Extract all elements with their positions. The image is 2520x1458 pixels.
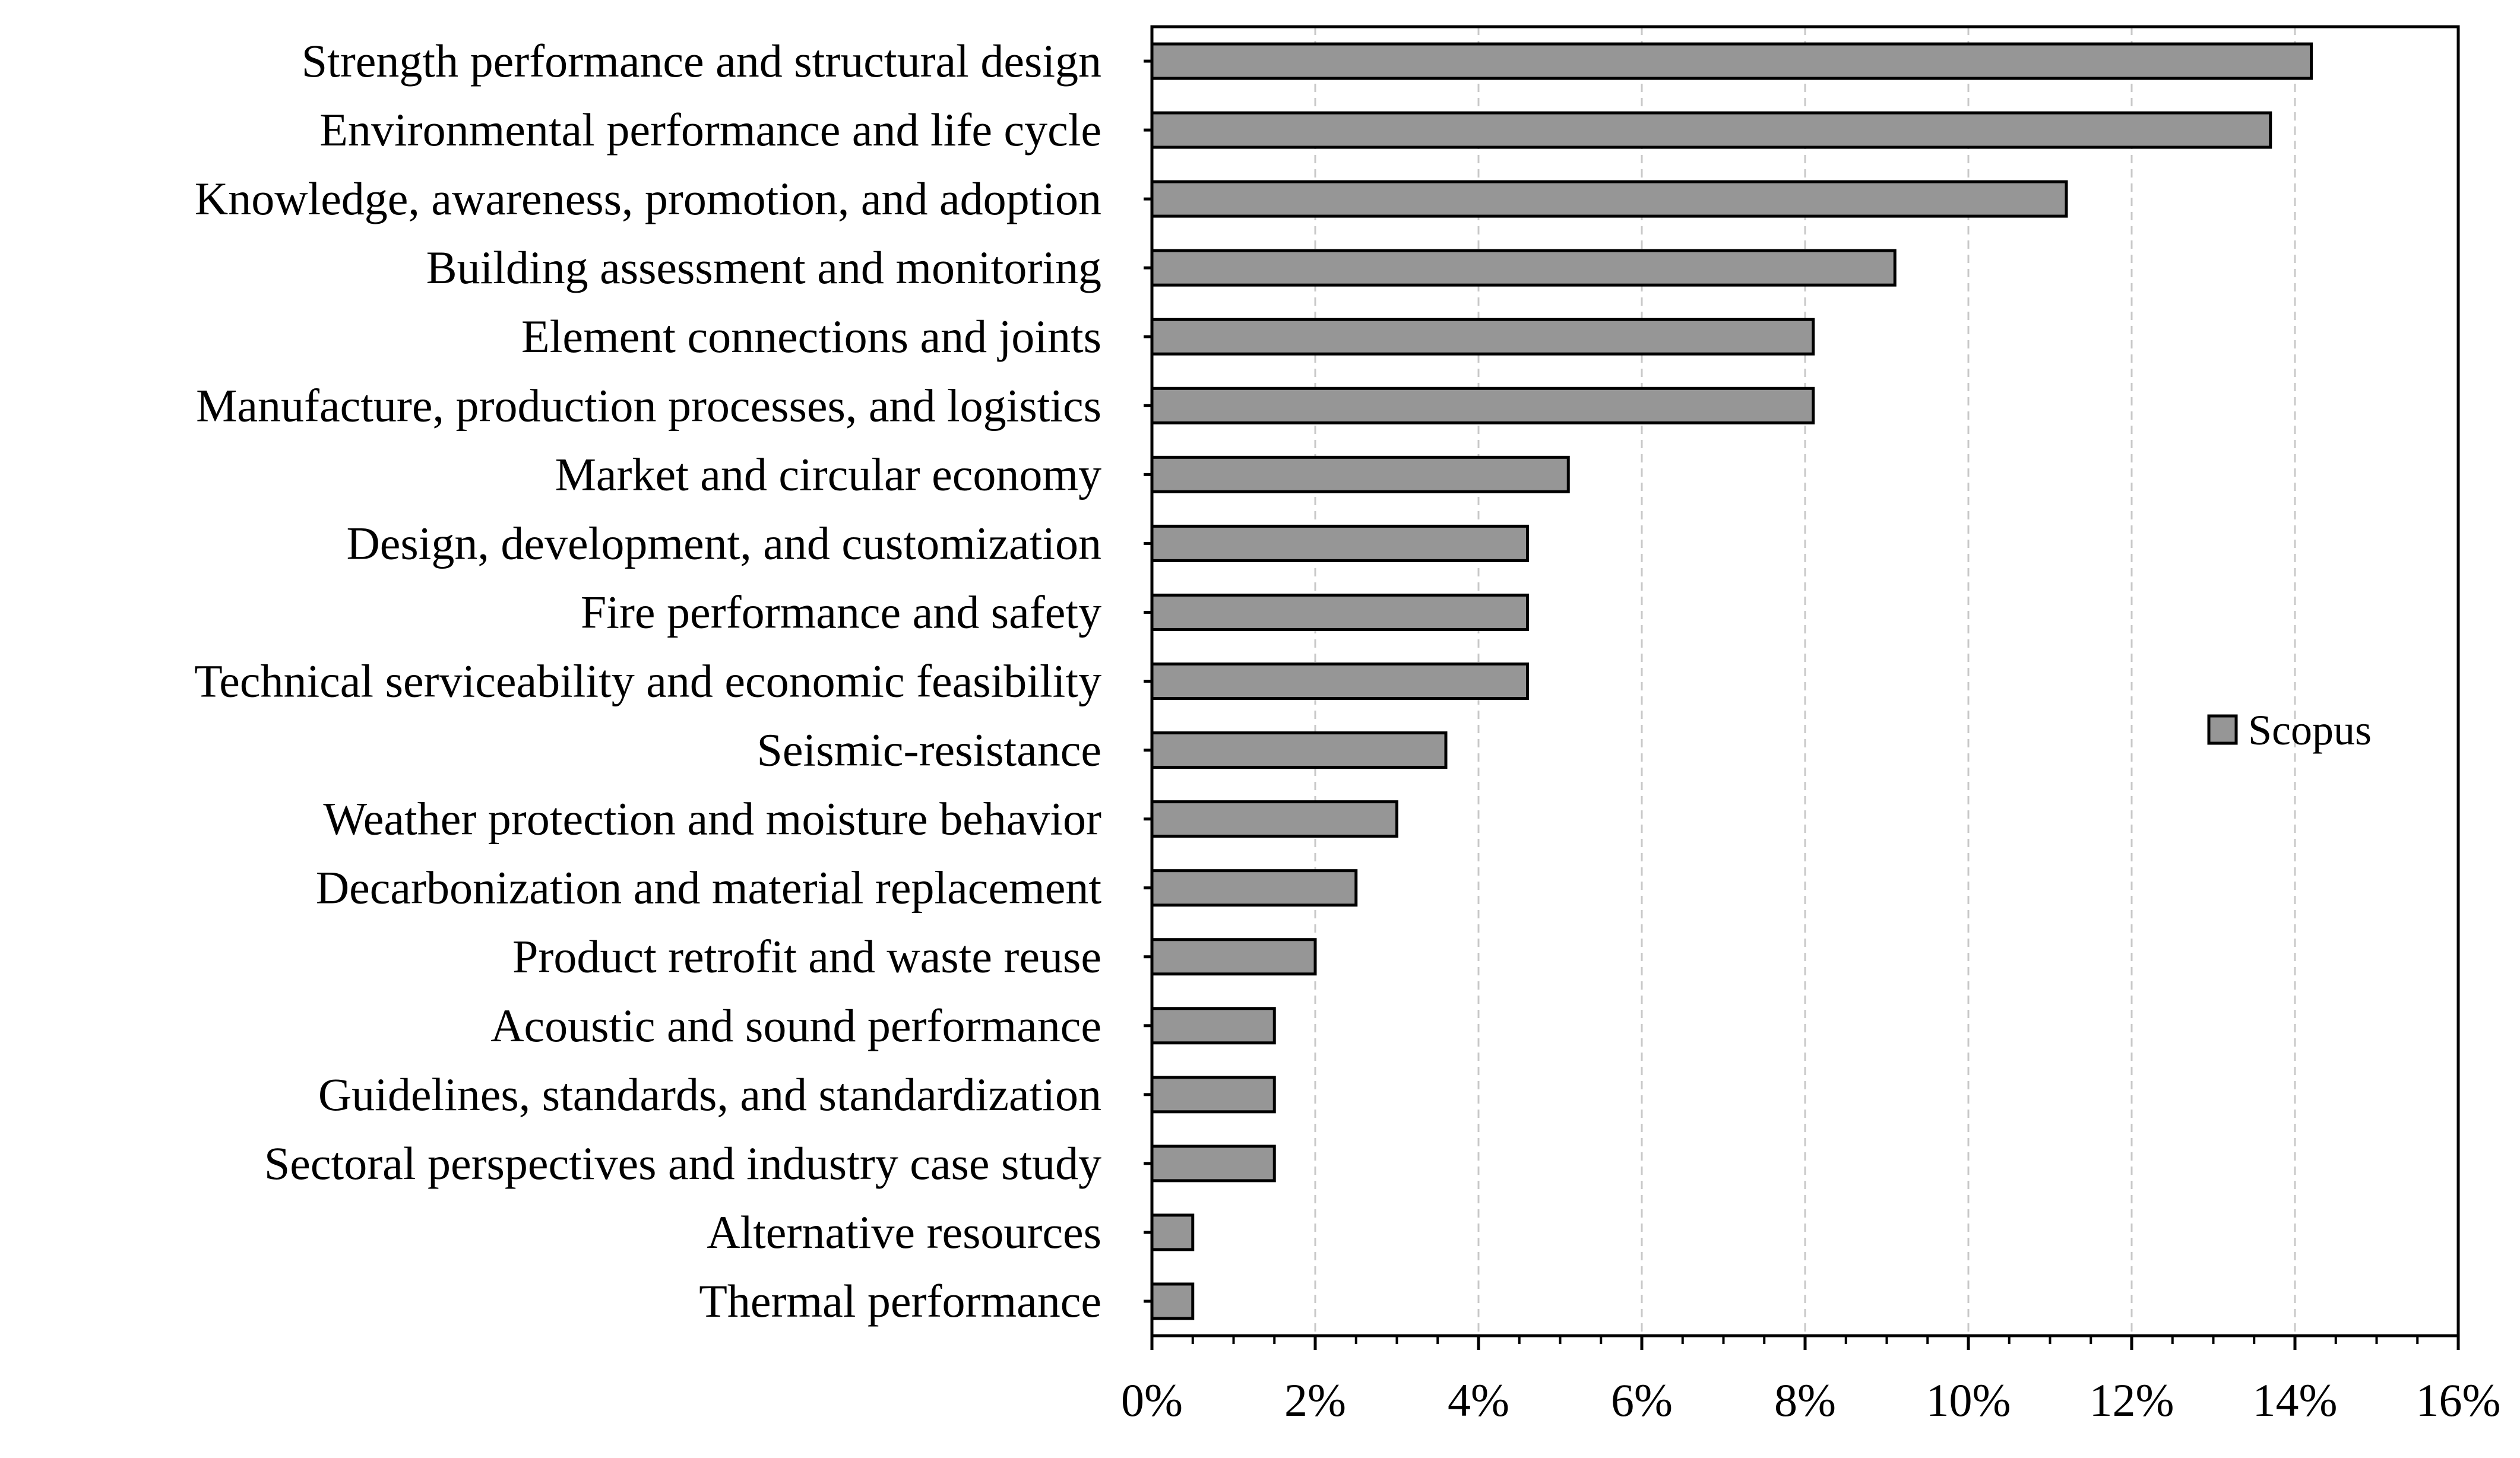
axes — [1144, 25, 2460, 1350]
bar — [1150, 663, 1529, 700]
bar — [1150, 593, 1529, 631]
category-label: Thermal performance — [699, 1275, 1101, 1327]
category-label: Product retrofit and waste reuse — [512, 931, 1101, 982]
category-label: Strength performance and structural desi… — [302, 35, 1101, 87]
category-label: Design, development, and customization — [346, 517, 1101, 569]
gridlines — [1314, 27, 2296, 1336]
category-label: Environmental performance and life cycle — [319, 104, 1101, 156]
x-tick-labels: 0% 2% 4% 6% 8% 10% 12% 14% 16% — [1121, 1374, 2500, 1426]
x-tick-label: 10% — [1926, 1374, 2011, 1426]
bar — [1150, 180, 2068, 218]
category-label: Guidelines, standards, and standardizati… — [318, 1069, 1101, 1120]
x-tick-label: 8% — [1774, 1374, 1836, 1426]
bar — [1150, 938, 1317, 976]
category-label: Decarbonization and material replacement — [316, 862, 1101, 914]
bar — [1150, 1213, 1195, 1251]
x-tick-label: 6% — [1611, 1374, 1673, 1426]
bar — [1150, 1007, 1276, 1045]
category-label: Element connections and joints — [521, 310, 1101, 362]
x-tick-label: 14% — [2253, 1374, 2338, 1426]
category-labels: Strength performance and structural desi… — [194, 35, 1101, 1327]
category-label: Seismic-resistance — [757, 724, 1101, 776]
bar — [1150, 731, 1448, 769]
x-tick-label: 12% — [2090, 1374, 2174, 1426]
category-label: Alternative resources — [707, 1206, 1101, 1258]
category-label: Fire performance and safety — [581, 586, 1101, 638]
bar — [1150, 318, 1815, 356]
category-label: Technical serviceability and economic fe… — [194, 655, 1101, 707]
bar — [1150, 1076, 1276, 1114]
category-label: Market and circular economy — [555, 448, 1101, 500]
category-label: Sectoral perspectives and industry case … — [264, 1137, 1101, 1189]
bar — [1150, 249, 1897, 287]
bar — [1150, 800, 1398, 838]
x-tick-label: 0% — [1121, 1374, 1183, 1426]
bar — [1150, 455, 1570, 493]
category-label: Weather protection and moisture behavior — [323, 793, 1101, 845]
bar — [1150, 386, 1815, 424]
bar — [1150, 111, 2272, 149]
bar — [1150, 1145, 1276, 1183]
legend-label-scopus: Scopus — [2248, 706, 2372, 754]
bars — [1150, 42, 2313, 1320]
x-tick-label: 2% — [1284, 1374, 1346, 1426]
category-label: Manufacture, production processes, and l… — [196, 379, 1101, 431]
category-label: Acoustic and sound performance — [490, 1000, 1101, 1051]
category-label: Knowledge, awareness, promotion, and ado… — [195, 173, 1101, 224]
bar — [1150, 42, 2313, 80]
bar — [1150, 524, 1529, 562]
bar — [1150, 869, 1358, 907]
category-label: Building assessment and monitoring — [426, 242, 1101, 293]
bar — [1150, 1282, 1195, 1320]
x-tick-label: 4% — [1448, 1374, 1509, 1426]
legend: Scopus — [2207, 706, 2372, 754]
x-tick-label: 16% — [2416, 1374, 2501, 1426]
legend-swatch-scopus — [2207, 714, 2238, 745]
